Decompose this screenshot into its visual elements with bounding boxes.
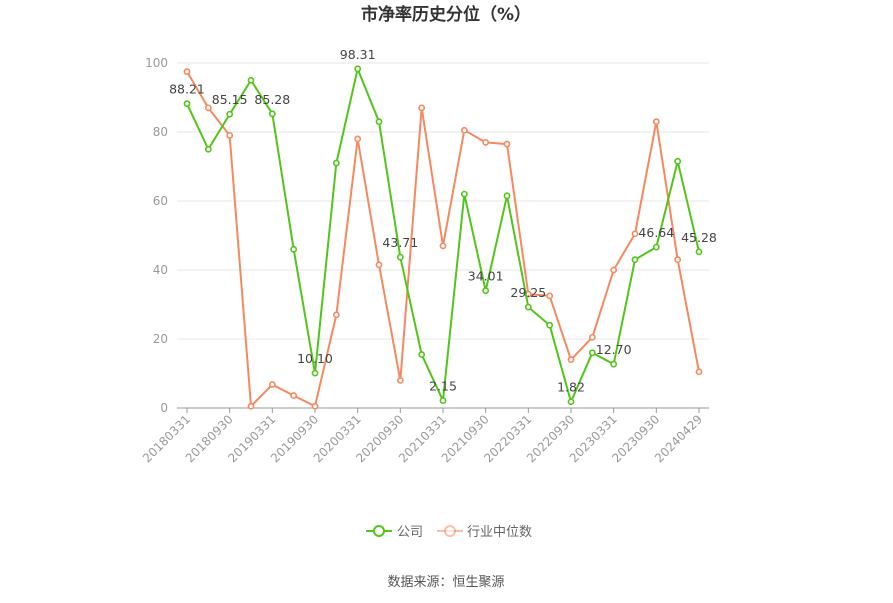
data-label: 88.21 — [169, 82, 205, 97]
data-source: 数据来源：恒生聚源 — [387, 575, 504, 590]
data-point[interactable] — [652, 243, 660, 251]
data-point[interactable] — [631, 230, 639, 238]
data-label: 2.15 — [429, 379, 457, 394]
data-label: 85.28 — [254, 92, 290, 107]
data-point[interactable] — [503, 192, 511, 200]
chart-title: 市净率历史分位（%） — [361, 4, 531, 25]
data-point[interactable] — [439, 397, 447, 404]
y-tick-label: 0 — [160, 401, 168, 415]
data-point[interactable] — [204, 104, 212, 112]
data-point[interactable] — [503, 140, 511, 148]
data-point[interactable] — [311, 369, 319, 377]
data-label: 1.82 — [557, 380, 585, 395]
data-point[interactable] — [418, 351, 426, 358]
data-point[interactable] — [674, 157, 682, 165]
data-point[interactable] — [183, 68, 191, 76]
data-point[interactable] — [311, 402, 319, 410]
data-point[interactable] — [354, 135, 362, 143]
y-axis: 0 20 40 60 80 100 — [145, 56, 168, 415]
y-tick-label: 60 — [153, 194, 168, 208]
data-point[interactable] — [460, 126, 468, 134]
data-point[interactable] — [290, 392, 298, 399]
series-1 — [183, 68, 703, 410]
data-point[interactable] — [290, 245, 298, 253]
y-tick-label: 40 — [153, 263, 168, 277]
data-point[interactable] — [354, 65, 362, 73]
data-point[interactable] — [482, 138, 490, 146]
data-point[interactable] — [226, 110, 234, 118]
data-point[interactable] — [674, 256, 682, 264]
legend-industry-label: 行业中位数 — [467, 525, 532, 540]
data-label: 98.31 — [340, 47, 376, 62]
legend-item-industry-median[interactable]: 行业中位数 — [437, 525, 532, 540]
y-tick-label: 80 — [153, 125, 168, 139]
series-0 — [183, 65, 703, 406]
data-point[interactable] — [610, 266, 618, 274]
data-point[interactable] — [247, 402, 255, 410]
data-labels: 88.21 85.15 85.28 10.10 98.31 43.71 2.15 34.01 2… — [169, 47, 717, 395]
data-point[interactable] — [546, 292, 554, 300]
data-point[interactable] — [183, 100, 191, 108]
data-point[interactable] — [588, 349, 596, 357]
data-point[interactable] — [375, 118, 383, 126]
data-point[interactable] — [652, 118, 660, 126]
grid — [177, 62, 709, 409]
series-layer — [183, 65, 703, 410]
data-point[interactable] — [567, 356, 575, 364]
x-axis: 2018033120180930201903312019093020200331… — [140, 408, 705, 465]
data-label: 45.28 — [681, 230, 717, 245]
data-point[interactable] — [610, 360, 618, 368]
legend-company-label: 公司 — [397, 525, 423, 540]
data-point[interactable] — [375, 261, 383, 269]
data-point[interactable] — [524, 303, 532, 311]
data-point[interactable] — [439, 242, 447, 250]
data-point[interactable] — [460, 190, 468, 198]
data-point[interactable] — [204, 145, 212, 153]
data-label: 85.15 — [212, 92, 248, 107]
data-label: 12.70 — [596, 342, 632, 357]
data-label: 34.01 — [468, 269, 504, 284]
data-point[interactable] — [226, 132, 234, 139]
data-point[interactable] — [588, 333, 596, 341]
data-point[interactable] — [396, 253, 404, 261]
data-point[interactable] — [631, 256, 639, 264]
legend[interactable]: 公司 行业中位数 — [366, 525, 532, 540]
data-point[interactable] — [695, 248, 703, 256]
data-point[interactable] — [567, 398, 575, 406]
data-point[interactable] — [247, 76, 255, 84]
y-tick-label: 20 — [153, 332, 168, 346]
data-point[interactable] — [482, 287, 490, 295]
y-tick-label: 100 — [145, 56, 168, 70]
legend-item-company[interactable]: 公司 — [366, 525, 423, 540]
data-point[interactable] — [332, 311, 340, 319]
data-point[interactable] — [268, 381, 276, 388]
data-point[interactable] — [695, 368, 703, 376]
legend-industry-icon — [444, 525, 456, 537]
data-point[interactable] — [418, 104, 426, 112]
data-label: 46.64 — [638, 225, 674, 240]
legend-company-icon — [373, 525, 385, 537]
data-label: 29.25 — [510, 285, 546, 300]
data-point[interactable] — [268, 110, 276, 118]
data-point[interactable] — [396, 376, 404, 384]
data-point[interactable] — [332, 159, 340, 167]
data-label: 43.71 — [382, 235, 418, 250]
data-label: 10.10 — [297, 351, 333, 366]
data-point[interactable] — [546, 321, 554, 329]
